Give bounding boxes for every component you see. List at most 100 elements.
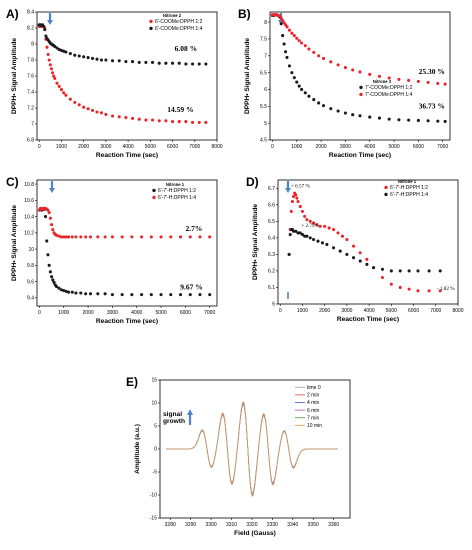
y-tick-label: 10.4 [24,214,34,220]
data-point [59,288,63,292]
y-axis-label: DPPH• Signal Amplitude [11,38,18,114]
data-point [294,193,298,197]
data-point [169,293,173,297]
data-point [358,251,362,255]
data-point [77,103,81,107]
legend-entry: 6'-7'-H:DPPH 1:4 [158,195,196,201]
data-point [397,77,401,81]
y-tick-label: 0 [154,447,157,453]
legend-entry: 6'-7'-H:DPPH 1:2 [158,188,196,194]
legend-entry: 7'-COOMe:DPPH 1:4 [365,92,413,98]
y-axis-label: DPPH• Signal Amplitude [244,38,251,114]
data-point [380,275,384,280]
y-tick-label: 6.4 [268,236,275,242]
data-point [164,61,168,65]
data-point [120,293,124,297]
data-point [178,235,183,239]
data-point [290,71,294,75]
percent-annotation: + 6.57 % [291,183,311,189]
data-point [42,24,46,28]
data-point [91,56,95,60]
data-point [67,235,71,239]
data-point [131,116,135,120]
x-tick-label: 5000 [145,144,156,150]
data-point [111,59,115,63]
data-point [144,60,148,64]
y-tick-label: 10 [151,401,157,407]
data-point [336,231,340,235]
x-axis-label: Reaction Time (sec) [96,318,158,325]
data-point [157,61,161,65]
data-point [104,112,108,116]
data-point [287,252,291,256]
data-point [64,289,68,293]
legend-marker [152,188,156,193]
x-tick-label: 5000 [155,310,166,316]
data-point [305,234,309,238]
panel-d: 0 1000 2000 3000 4000 5000 6000 7000 8000 6 6.1 6.2… [246,175,464,323]
legend-entry: 10 min [307,423,322,429]
data-point [303,214,307,218]
x-tick-label: 6000 [167,144,178,150]
x-axis-label: Reaction Time (sec) [96,152,158,159]
x-tick-label: 7000 [204,310,215,316]
data-point [307,94,311,98]
data-point [178,293,183,297]
data-point [300,41,304,45]
data-point [198,235,202,239]
data-point [352,256,356,260]
y-tick-label: 7.4 [27,90,34,96]
percent-annotation: 9.67 % [180,283,203,292]
x-axis-label: Field (Gauss) [234,530,276,537]
data-point [177,120,181,124]
y-tick-label: 9.8 [27,263,34,269]
y-tick-label: 7.2 [27,106,34,112]
data-point [95,57,99,61]
x-tick-label: 3360 [328,522,339,528]
data-point [74,291,78,295]
data-point [436,119,440,123]
x-tick-label: 3330 [267,522,278,528]
y-tick-label: 8 [264,20,267,26]
y-axis-label: Amplitude (a.u.) [134,424,141,474]
data-point [96,292,100,296]
data-point [82,105,86,109]
data-point [54,284,59,289]
data-point [416,289,420,293]
data-point [64,93,68,97]
x-tick-label: 3320 [246,522,257,528]
y-tick-label: 15 [151,378,157,384]
legend-marker [152,195,156,200]
percent-annotation: 6.08 % [175,44,198,53]
y-tick-label: 6.6 [268,203,275,209]
data-point [281,18,285,22]
data-point [151,118,155,122]
x-tick-label: 7000 [189,144,200,150]
data-point [300,233,304,237]
data-point [387,76,391,80]
data-point [308,219,312,223]
data-point [407,269,411,273]
data-point [140,293,144,297]
data-point [188,293,192,297]
data-point [110,293,114,297]
data-point [288,233,292,237]
data-point [184,62,188,66]
legend-marker [149,26,153,31]
data-point [438,289,442,293]
data-point [292,194,296,199]
data-point [95,110,99,114]
x-tick-label: 4000 [131,310,142,316]
data-point [281,34,285,38]
data-point [298,231,302,235]
y-tick-label: 7.5 [260,37,267,43]
data-point [124,116,128,120]
x-tick-label: 2000 [319,308,330,314]
data-point [51,278,55,282]
y-tick-label: -10 [150,493,157,499]
x-tick-label: 0 [271,144,274,150]
data-point [296,231,300,235]
legend-entry: 6'-COOMe:DPPH 1:2 [155,19,203,25]
data-point [144,118,148,122]
data-point [46,253,50,257]
